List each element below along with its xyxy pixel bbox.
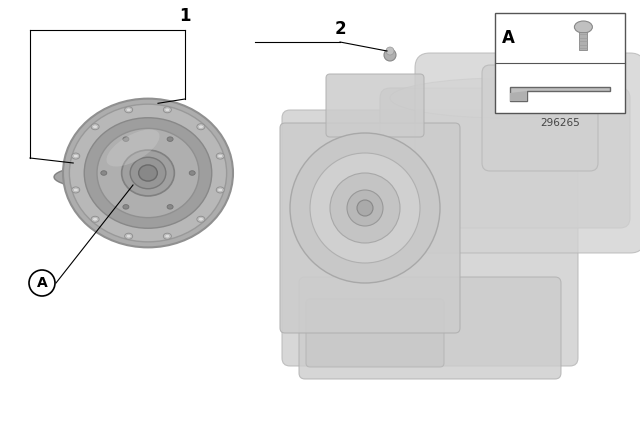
Ellipse shape — [198, 218, 204, 221]
Text: 1: 1 — [179, 7, 191, 25]
Ellipse shape — [91, 216, 99, 222]
Ellipse shape — [197, 216, 205, 222]
Ellipse shape — [198, 125, 204, 129]
Ellipse shape — [122, 150, 174, 196]
Ellipse shape — [218, 154, 223, 158]
Bar — [579, 32, 588, 50]
Ellipse shape — [73, 154, 78, 158]
Ellipse shape — [125, 233, 132, 239]
Ellipse shape — [101, 171, 107, 175]
Ellipse shape — [167, 205, 173, 209]
Ellipse shape — [91, 124, 99, 130]
Ellipse shape — [125, 107, 132, 113]
Circle shape — [310, 153, 420, 263]
Ellipse shape — [126, 108, 131, 112]
Ellipse shape — [106, 129, 159, 167]
Ellipse shape — [163, 107, 172, 113]
Ellipse shape — [197, 124, 205, 130]
Circle shape — [29, 270, 55, 296]
Ellipse shape — [163, 233, 172, 239]
FancyBboxPatch shape — [415, 53, 640, 253]
Circle shape — [290, 133, 440, 283]
Ellipse shape — [189, 171, 195, 175]
Bar — [495, 13, 625, 113]
FancyBboxPatch shape — [306, 299, 444, 367]
Polygon shape — [510, 87, 610, 101]
Circle shape — [386, 47, 394, 55]
Ellipse shape — [123, 205, 129, 209]
FancyBboxPatch shape — [299, 277, 561, 379]
FancyBboxPatch shape — [380, 88, 630, 228]
Ellipse shape — [73, 188, 78, 192]
Text: 296265: 296265 — [540, 118, 580, 128]
Text: A: A — [502, 29, 515, 47]
Circle shape — [384, 49, 396, 61]
Ellipse shape — [216, 187, 224, 193]
Ellipse shape — [167, 137, 173, 142]
Ellipse shape — [165, 234, 170, 238]
Ellipse shape — [63, 99, 233, 247]
Ellipse shape — [54, 162, 224, 192]
FancyBboxPatch shape — [326, 74, 424, 137]
Ellipse shape — [575, 21, 593, 33]
Ellipse shape — [126, 234, 131, 238]
Ellipse shape — [165, 108, 170, 112]
FancyBboxPatch shape — [280, 123, 460, 333]
Ellipse shape — [390, 78, 620, 118]
Polygon shape — [510, 91, 527, 101]
Ellipse shape — [69, 104, 227, 242]
Ellipse shape — [130, 157, 166, 189]
Ellipse shape — [97, 129, 199, 218]
FancyBboxPatch shape — [282, 110, 578, 366]
Ellipse shape — [72, 153, 80, 159]
Ellipse shape — [93, 125, 98, 129]
Ellipse shape — [139, 165, 157, 181]
Text: A: A — [36, 276, 47, 290]
Ellipse shape — [72, 187, 80, 193]
Circle shape — [330, 173, 400, 243]
Circle shape — [347, 190, 383, 226]
Text: 2: 2 — [334, 20, 346, 38]
Ellipse shape — [93, 218, 98, 221]
Circle shape — [357, 200, 373, 216]
Ellipse shape — [216, 153, 224, 159]
Ellipse shape — [123, 137, 129, 142]
Ellipse shape — [84, 118, 212, 228]
Ellipse shape — [218, 188, 223, 192]
FancyBboxPatch shape — [482, 65, 598, 171]
